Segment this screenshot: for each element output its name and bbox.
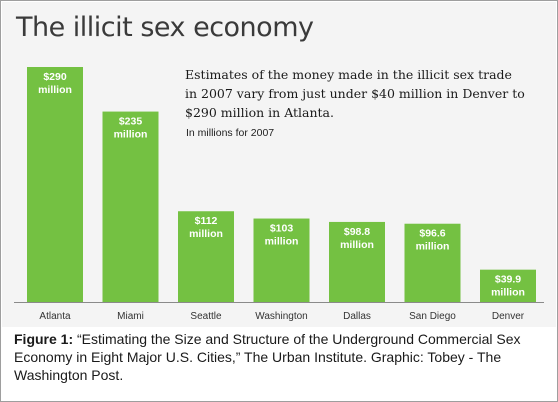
bar-value-label: $39.9 — [495, 274, 521, 286]
bar-value-label: $290 — [43, 71, 67, 83]
x-tick-label: Denver — [492, 311, 525, 322]
bar-miami — [102, 111, 159, 302]
bar-dallas — [329, 221, 385, 302]
bar-san-diego — [404, 223, 461, 302]
x-tick-label: Washington — [255, 311, 307, 322]
bar-value-label: million — [340, 239, 374, 251]
x-tick-label: Atlanta — [39, 311, 71, 322]
bar-denver — [480, 269, 536, 302]
x-tick-label: Seattle — [190, 311, 222, 322]
bar-value-label: $98.8 — [344, 226, 370, 238]
bar-value-label: million — [416, 241, 450, 253]
bar-value-label: $112 — [195, 215, 218, 227]
bar-value-label: million — [491, 287, 525, 299]
bar-value-label: million — [265, 236, 299, 248]
x-tick-label: Dallas — [343, 311, 371, 322]
chart-title: The illicit sex economy — [16, 12, 314, 43]
bar-chart: $290millionAtlanta$235millionMiami$112mi… — [14, 67, 544, 322]
bar-atlanta — [27, 67, 83, 302]
chart-panel: $290 million Atlanta $235 million Miami $112 mi… — [2, 2, 556, 327]
figure-caption: Figure 1: “Estimating the Size and Struc… — [14, 330, 548, 384]
bar-value-label: million — [38, 84, 72, 96]
bar-washington — [253, 218, 310, 302]
chart-unit-note: In millions for 2007 — [186, 127, 275, 139]
bar-value-label: million — [114, 129, 148, 141]
bar-value-label: million — [189, 228, 223, 240]
bar-seattle — [178, 211, 234, 302]
bar-value-label: $235 — [119, 116, 143, 128]
chart-subtitle: Estimates of the money made in the illic… — [185, 67, 525, 120]
x-tick-label: Miami — [117, 311, 144, 322]
bar-value-label: $96.6 — [419, 228, 445, 240]
bar-value-label: $103 — [270, 223, 294, 235]
caption-text: “Estimating the Size and Structure of th… — [14, 331, 521, 383]
x-tick-label: San Diego — [409, 311, 456, 322]
caption-label: Figure 1: — [14, 331, 74, 347]
